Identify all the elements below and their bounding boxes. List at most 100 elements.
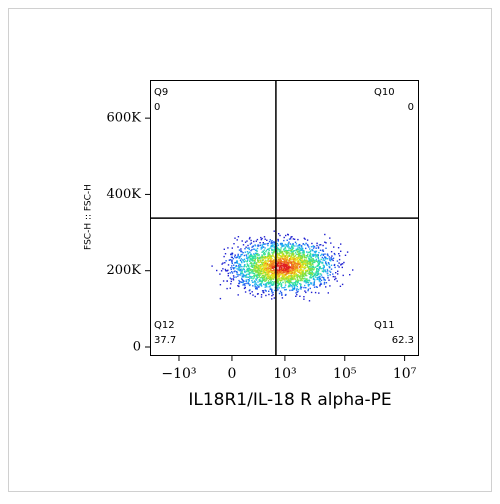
event-dot [278,265,280,267]
event-dot [291,254,294,256]
event-dot [249,259,251,261]
event-dot [247,281,249,283]
event-dot [285,234,287,237]
event-dot [261,237,263,240]
event-dot [291,272,293,275]
event-dot [267,268,269,271]
event-dot [282,253,285,255]
event-dot [266,243,268,245]
event-dot [259,268,262,270]
event-dot [288,267,290,269]
event-dot [261,272,263,275]
event-dot [249,277,251,279]
event-dot [258,258,260,260]
event-dot [302,275,305,277]
event-dot [241,276,243,278]
event-dot [265,279,267,282]
event-dot [238,268,240,270]
event-dot [253,264,255,267]
event-dot [245,276,247,278]
event-dot [303,254,305,257]
event-dot [305,262,307,265]
event-dot [284,277,286,280]
event-dot [254,249,257,252]
event-dot [320,244,322,246]
event-dot [279,272,281,275]
event-dot [259,278,261,281]
event-dot [310,263,312,266]
event-dot [252,270,254,272]
event-dot [284,255,286,257]
event-dot [312,259,314,262]
event-dot [279,234,281,237]
event-dot [298,270,300,273]
event-dot [273,277,275,279]
event-dot [300,286,302,288]
event-dot [296,263,298,265]
event-dot [290,236,292,238]
event-dot [325,263,328,265]
event-dot [293,256,295,258]
event-dot [336,260,339,262]
event-dot [283,265,285,267]
event-dot [241,278,243,280]
x-axis-label: IL18R1/IL-18 R alpha-PE [188,390,391,410]
event-dot [301,270,304,272]
event-dot [256,247,259,250]
event-dot [273,256,276,258]
event-dot [323,283,326,285]
event-dot [276,268,278,270]
event-dot [243,287,246,290]
event-dot [294,252,297,254]
event-dot [284,271,286,273]
event-dot [269,257,271,260]
event-dot [338,255,341,257]
event-dot [259,280,261,283]
event-dot [249,271,251,273]
event-dot [273,264,275,266]
event-dot [241,272,243,274]
event-dot [226,270,228,272]
event-dot [263,257,265,259]
event-dot [241,266,243,268]
event-dot [324,253,326,255]
event-dot [296,251,299,253]
event-dot [308,246,310,248]
event-dot [249,254,251,257]
event-dot [277,269,279,272]
event-dot [311,258,314,260]
event-dot [231,265,233,267]
event-dot [271,290,273,293]
event-dot [264,264,266,267]
event-dot [282,245,284,247]
event-dot [287,246,289,248]
event-dot [253,253,255,255]
event-dot [280,256,283,259]
event-dot [291,272,294,274]
event-dot [235,261,238,263]
event-dot [232,275,235,277]
event-dot [268,254,270,256]
event-dot [260,258,262,260]
event-dot [286,270,288,272]
event-dot [255,272,257,274]
event-dot [293,276,295,278]
event-dot [282,274,285,276]
event-dot [313,255,315,257]
event-dot [285,254,288,257]
event-dot [227,247,229,249]
event-dot [289,238,292,240]
event-dot [329,270,331,272]
event-dot [302,266,304,268]
event-dot [252,260,254,262]
event-dot [286,265,288,267]
event-dot [241,279,244,281]
event-dot [283,236,285,239]
event-dot [285,288,287,291]
event-dot [295,243,298,245]
y-tick-label: 400K [106,187,141,202]
event-dot [259,261,261,263]
event-dot [296,285,298,288]
event-dot [312,250,314,252]
event-dot [269,264,271,266]
